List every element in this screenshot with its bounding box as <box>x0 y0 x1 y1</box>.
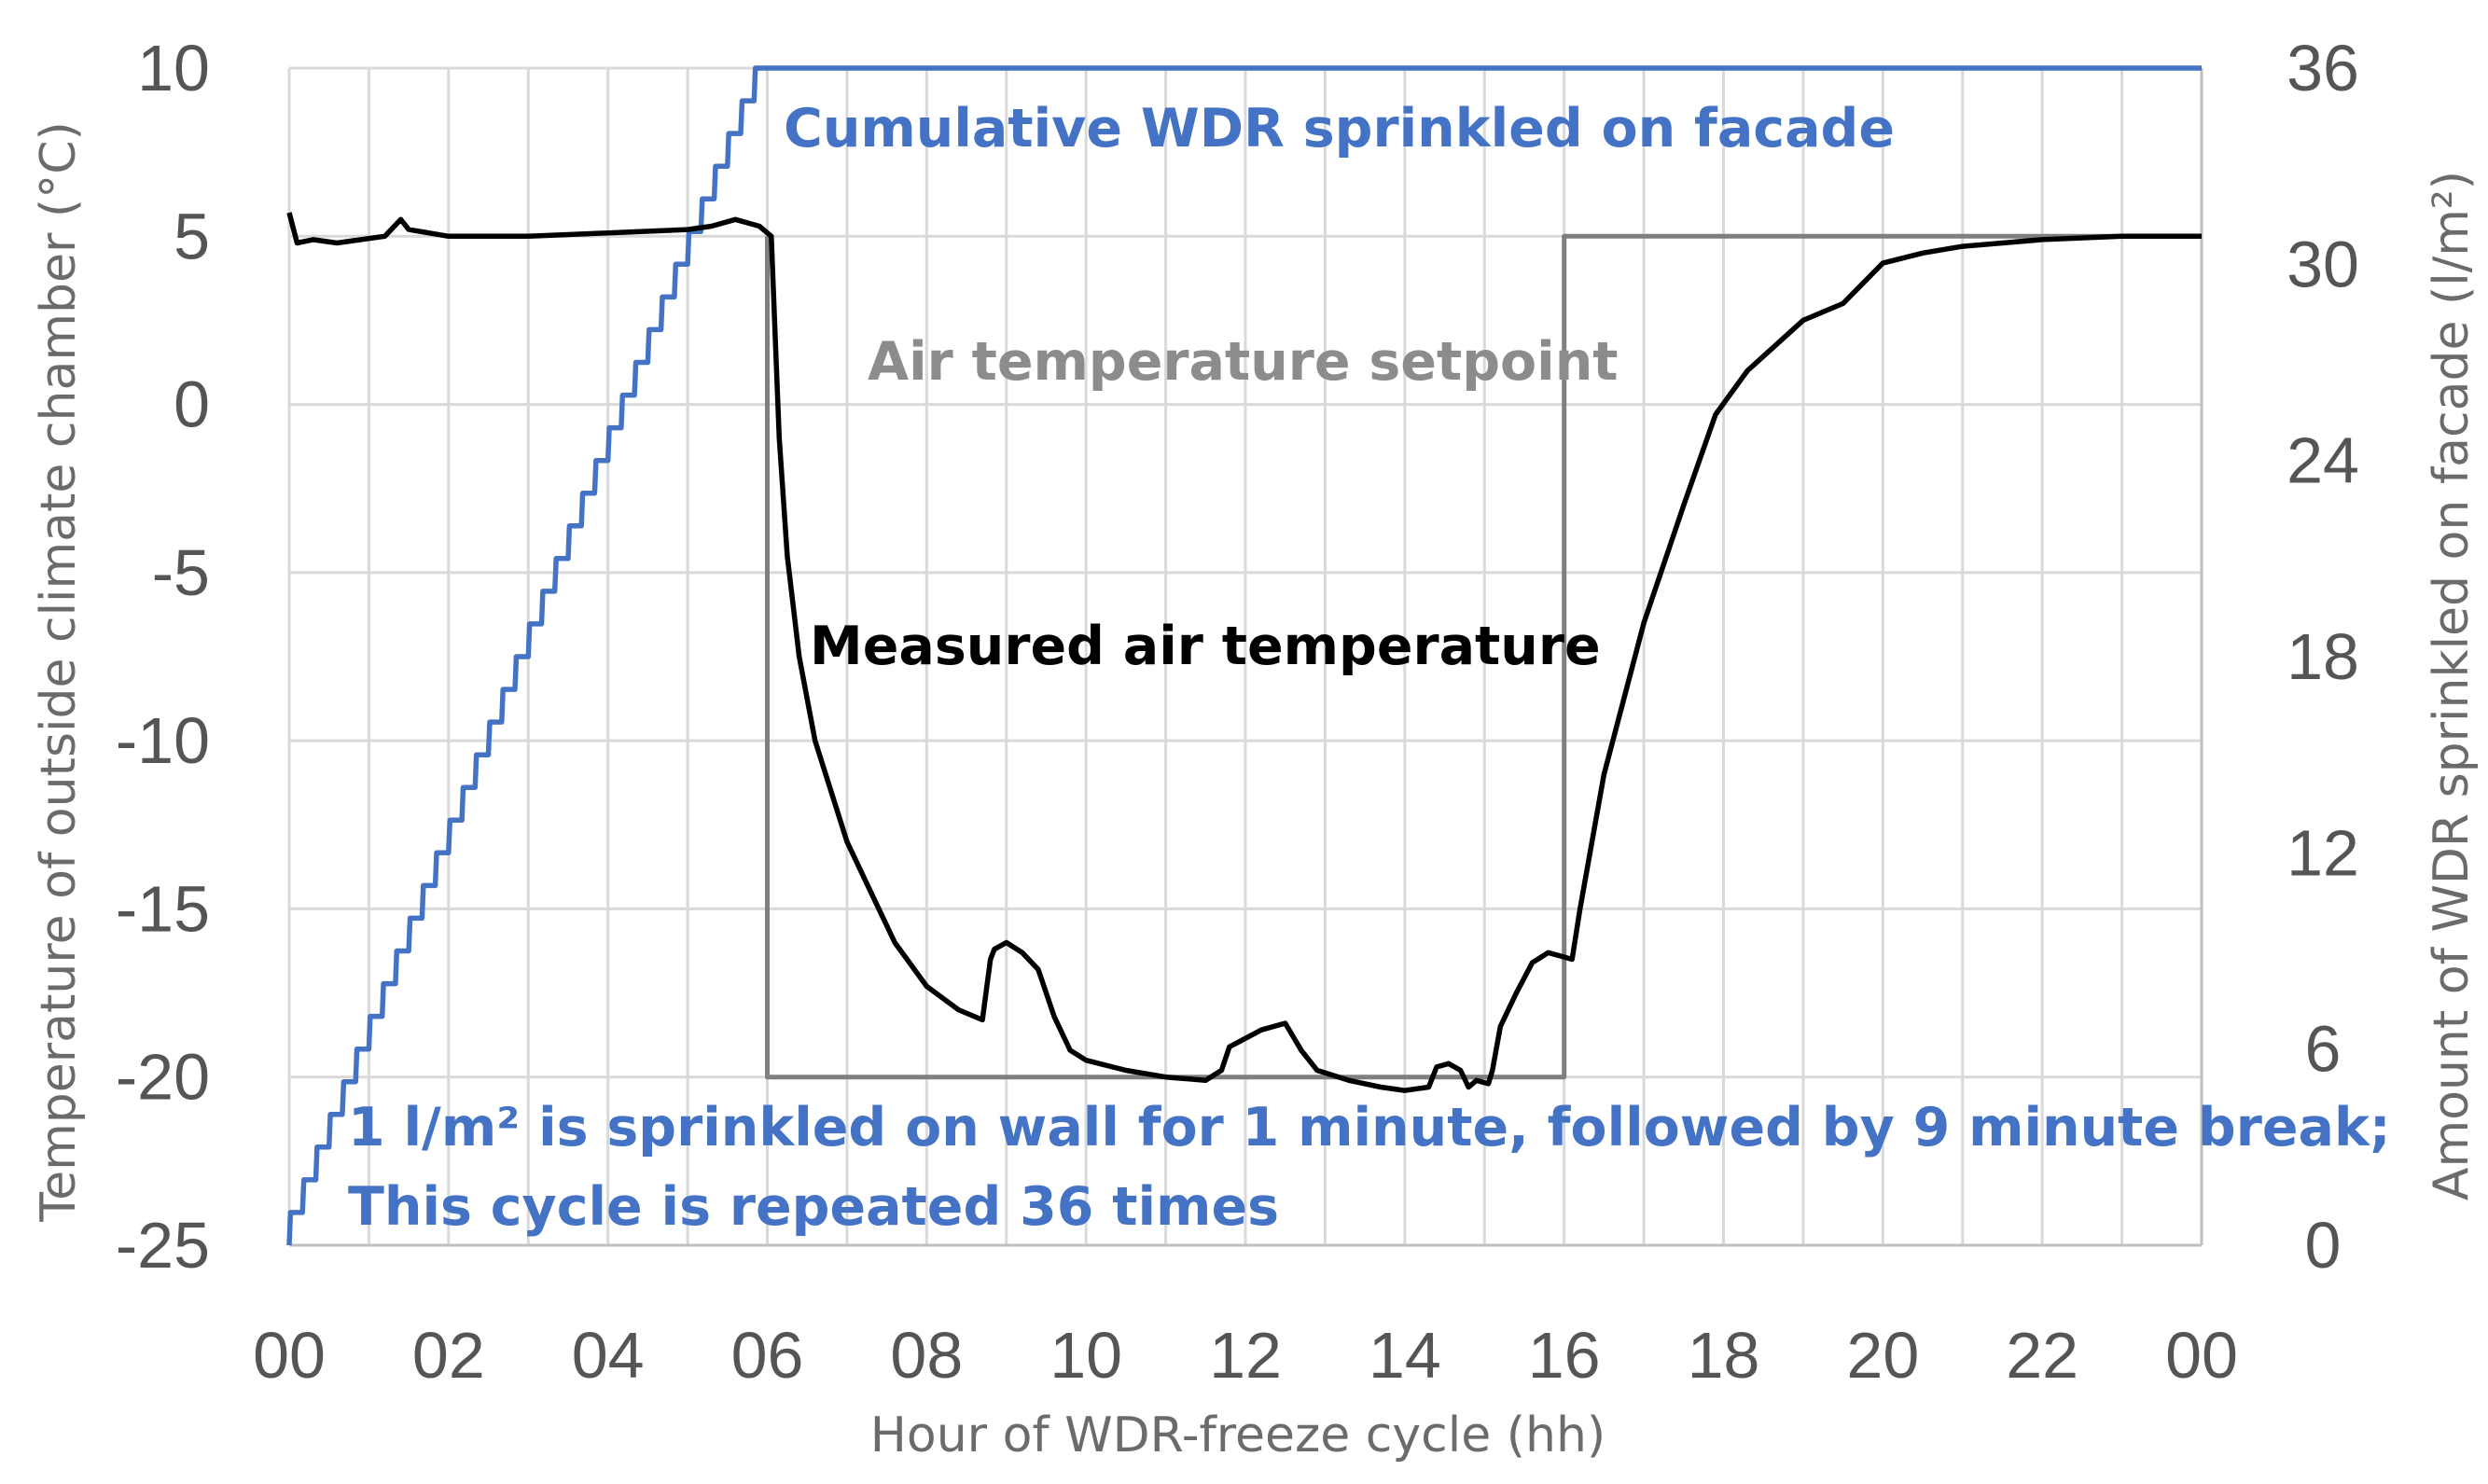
x-tick-label: 10 <box>1049 1319 1122 1392</box>
x-tick-label: 04 <box>572 1319 645 1392</box>
y-tick-label: -5 <box>152 536 210 609</box>
plot-frame <box>289 68 2203 1247</box>
y-tick-label: -25 <box>116 1209 210 1282</box>
y2-tick-label: 24 <box>2286 424 2359 497</box>
x-tick-label: 06 <box>731 1319 804 1392</box>
tick-labels: 00 02 04 06 08 10 12 14 16 18 20 22 001050-5-10-15-2… <box>116 32 2359 1392</box>
x-tick-label: 16 <box>1528 1319 1601 1392</box>
x-tick-label: 18 <box>1688 1319 1760 1392</box>
annotation-measured: Measured air temperature <box>810 616 1601 677</box>
y2-tick-label: 0 <box>2305 1209 2342 1282</box>
y2-tick-label: 18 <box>2286 620 2359 693</box>
y-axis-title: Temperature of outside climate chamber (… <box>31 121 87 1223</box>
y-tick-label: 10 <box>137 32 210 104</box>
x-tick-label: 00 <box>253 1319 326 1392</box>
y2-tick-label: 6 <box>2305 1013 2342 1086</box>
y2-tick-label: 12 <box>2286 816 2359 889</box>
annotation-repeat-note: This cycle is repeated 36 times <box>348 1176 1279 1238</box>
x-tick-label: 22 <box>2006 1319 2078 1392</box>
y2-tick-label: 30 <box>2286 228 2359 300</box>
x-tick-label: 02 <box>412 1319 485 1392</box>
y-tick-label: 0 <box>174 368 210 441</box>
y-tick-label: 5 <box>174 200 210 272</box>
air-temperature-setpoint-line <box>765 233 2202 1080</box>
x-axis-title: Hour of WDR-freeze cycle (hh) <box>870 1408 1605 1463</box>
measured-air-temperature-line <box>286 212 2202 1093</box>
x-tick-label: 20 <box>1846 1319 1919 1392</box>
series-group <box>286 65 2202 1246</box>
cumulative-wdr-sprinkled-on-facade-line <box>286 65 2202 1246</box>
y2-tick-label: 36 <box>2286 32 2359 104</box>
y-tick-label: -10 <box>116 704 210 777</box>
annotation-cumulative-wdr: Cumulative WDR sprinkled on facade <box>784 98 1895 159</box>
x-tick-label: 08 <box>890 1319 963 1392</box>
x-tick-label: 14 <box>1369 1319 1441 1392</box>
y2-axis-title: Amount of WDR sprinkled on facade (l/m²) <box>2424 171 2480 1200</box>
annotation-sprinkle-note: 1 l/m² is sprinkled on wall for 1 minute… <box>348 1097 2391 1158</box>
annotation-setpoint: Air temperature setpoint <box>868 331 1619 393</box>
y-tick-label: -20 <box>116 1041 210 1114</box>
x-tick-label: 12 <box>1209 1319 1282 1392</box>
y-tick-label: -15 <box>116 872 210 945</box>
x-tick-label: 00 <box>2165 1319 2238 1392</box>
